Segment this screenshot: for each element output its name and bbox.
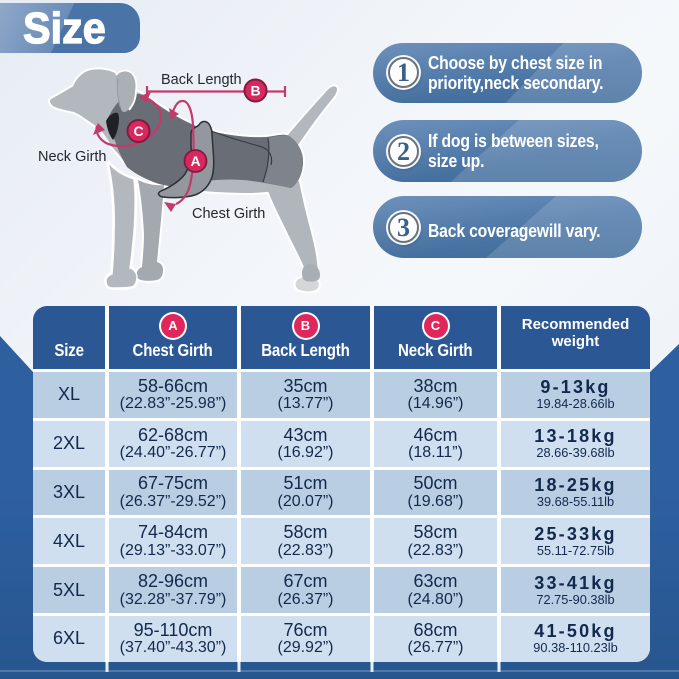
svg-text:A: A [190, 153, 200, 169]
svg-text:Back Length: Back Length [161, 72, 242, 88]
svg-text:Neck Girth: Neck Girth [38, 149, 107, 165]
svg-text:B: B [250, 83, 260, 99]
svg-text:Chest Girth: Chest Girth [192, 206, 265, 222]
svg-text:C: C [133, 123, 143, 139]
